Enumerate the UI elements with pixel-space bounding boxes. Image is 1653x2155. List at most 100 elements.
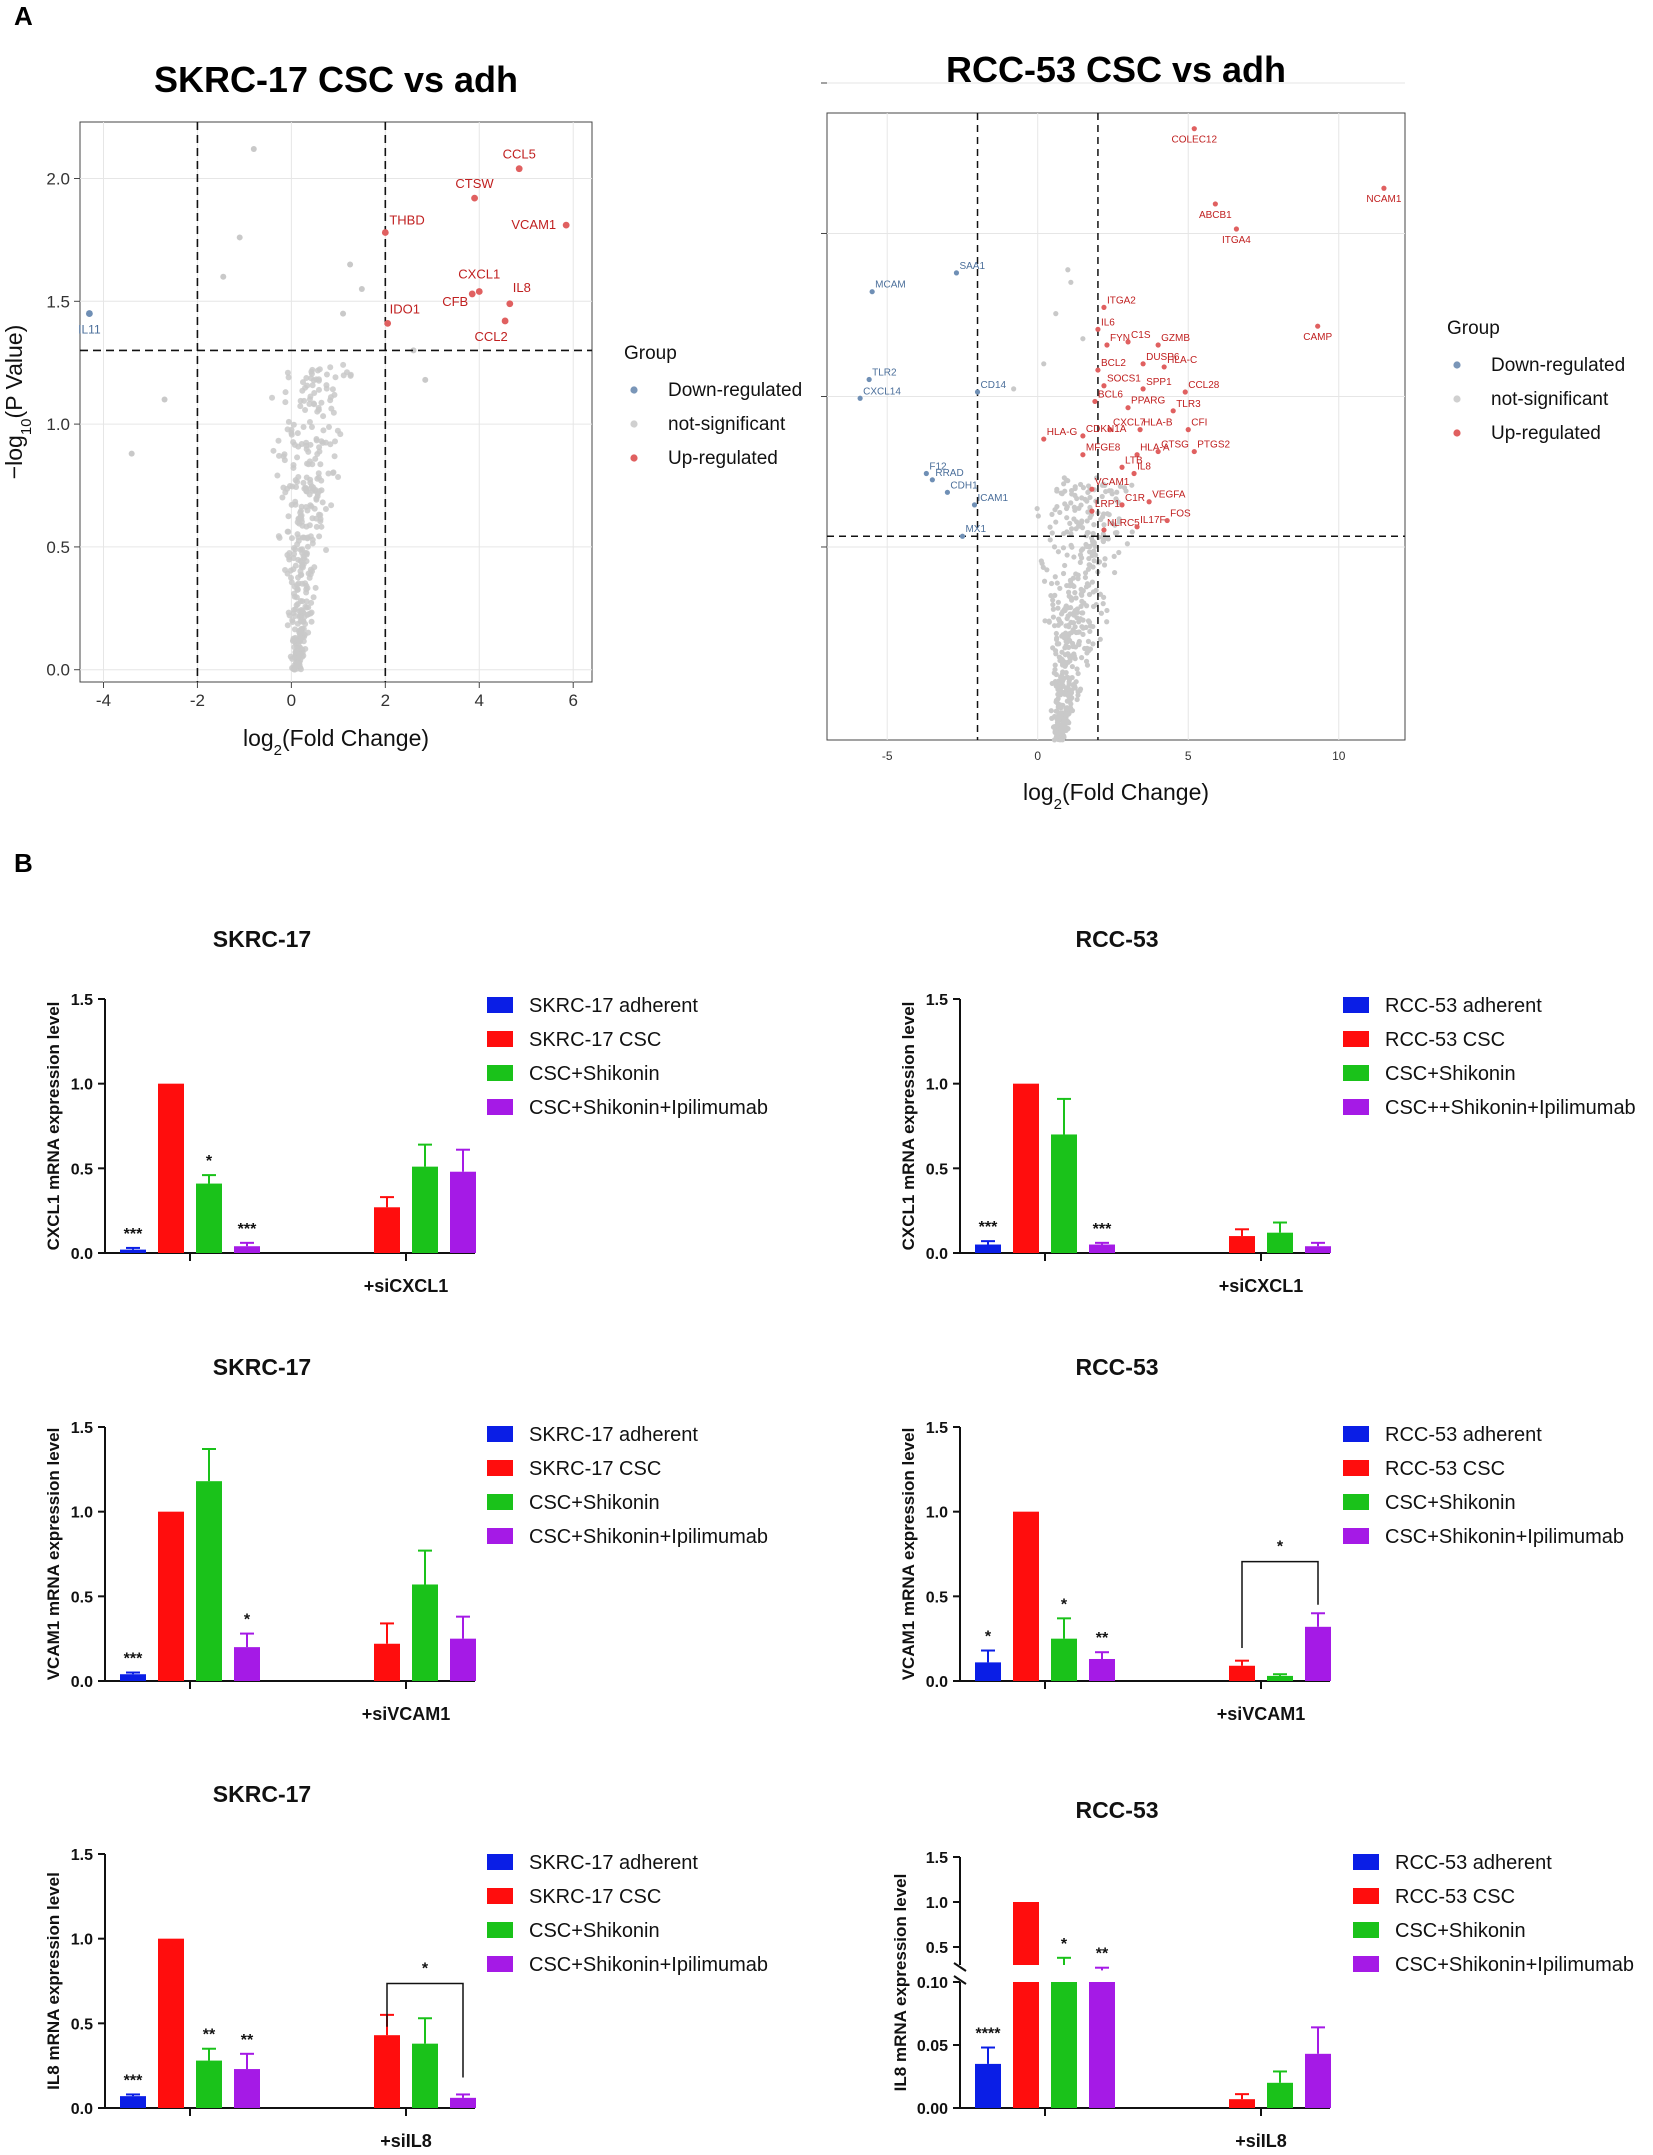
volcano-point	[290, 439, 297, 446]
volcano-point	[316, 448, 323, 455]
volcano-point	[1053, 630, 1059, 637]
gene-label: MX1	[965, 524, 986, 535]
volcano-point	[302, 621, 309, 628]
volcano-point	[297, 514, 304, 521]
volcano-point	[1058, 490, 1064, 496]
volcano-point-ctsw	[471, 194, 478, 202]
legend-swatch	[1353, 1922, 1379, 1938]
volcano-point	[330, 409, 337, 416]
volcano-point	[1080, 625, 1086, 631]
volcano-point	[1116, 516, 1122, 522]
volcano-point	[307, 485, 314, 492]
gene-label: ABCB1	[1199, 210, 1232, 221]
volcano-point-cd14	[974, 389, 981, 395]
volcano-point	[1097, 591, 1104, 597]
volcano-point	[1067, 604, 1074, 611]
y-tick-label: 0.5	[71, 1589, 93, 1606]
volcano-point	[1060, 669, 1066, 675]
volcano-point	[1069, 663, 1075, 670]
volcano-point	[1090, 564, 1096, 570]
volcano-point	[1079, 598, 1085, 604]
volcano-point	[311, 401, 318, 408]
volcano-point	[1062, 663, 1068, 669]
gene-label: CDKN1A	[1086, 424, 1127, 435]
bar	[1305, 2053, 1331, 2108]
y-tick-label: 1.5	[46, 292, 70, 311]
volcano-point	[286, 612, 293, 619]
volcano-point	[1050, 597, 1056, 603]
legend-swatch	[1353, 1956, 1379, 1972]
bracket-label: *	[1277, 1539, 1284, 1556]
volcano-point	[1129, 529, 1135, 535]
volcano-point	[1056, 683, 1062, 689]
x-tick-label: 5	[1185, 749, 1192, 763]
plot-frame	[79, 121, 593, 683]
volcano-point-c1s	[1125, 339, 1131, 345]
volcano-point	[1048, 592, 1054, 599]
volcano-point	[1085, 638, 1092, 644]
volcano-title: SKRC-17 CSC vs adh	[154, 59, 518, 100]
legend-label: Down-regulated	[1491, 355, 1625, 376]
volcano-point	[1059, 737, 1066, 743]
volcano-point-il8	[506, 300, 514, 308]
volcano-point-hla-c	[1161, 364, 1167, 370]
gene-label: FYN	[1110, 333, 1130, 344]
volcano-point	[311, 390, 318, 397]
volcano-point	[303, 446, 310, 453]
volcano-point	[297, 403, 304, 410]
legend-swatch	[487, 1494, 513, 1510]
volcano-point	[329, 386, 336, 393]
significance-label: *	[244, 1612, 251, 1629]
volcano-point	[323, 382, 330, 389]
volcano-point	[1046, 619, 1052, 625]
volcano-point	[1052, 507, 1058, 513]
volcano-point	[290, 464, 297, 471]
gene-label: ICAM1	[978, 493, 1009, 504]
significance-label: *	[206, 1153, 213, 1170]
volcano-point-cxcl14	[857, 395, 863, 401]
volcano-point	[1070, 620, 1077, 626]
volcano-point	[286, 482, 293, 489]
volcano-point	[316, 511, 323, 518]
volcano-point	[1084, 581, 1091, 587]
volcano-point	[340, 361, 347, 368]
volcano-point	[1053, 519, 1059, 525]
volcano-point	[295, 574, 302, 581]
volcano-point	[334, 427, 341, 434]
volcano-title: RCC-53 CSC vs adh	[946, 49, 1286, 90]
volcano-point	[309, 382, 316, 389]
legend-label: SKRC-17 CSC	[529, 1029, 661, 1051]
gene-label: NCAM1	[1366, 194, 1401, 205]
volcano-point-mfge8	[1080, 452, 1086, 458]
volcano-point-cfb	[468, 290, 476, 298]
legend-marker	[1453, 429, 1461, 437]
volcano-point	[1035, 513, 1041, 519]
bar	[158, 1938, 184, 2108]
significance-label: **	[241, 2032, 254, 2049]
y-tick-label: 1.0	[71, 1505, 93, 1522]
legend-label: SKRC-17 adherent	[529, 1852, 698, 1874]
volcano-point	[1103, 488, 1109, 495]
volcano-point	[1085, 483, 1092, 489]
volcano-point	[1051, 723, 1058, 730]
volcano-point	[1069, 674, 1075, 681]
volcano-point	[313, 437, 320, 444]
volcano-point	[1084, 650, 1090, 656]
volcano-point	[1058, 620, 1064, 626]
volcano-point	[1091, 540, 1097, 546]
volcano-point	[1060, 545, 1067, 551]
significance-label: ****	[976, 2026, 1002, 2043]
volcano-point	[281, 457, 288, 464]
legend-marker	[630, 386, 638, 394]
gene-label: CFI	[1191, 418, 1207, 429]
volcano-point	[296, 637, 303, 644]
volcano-point	[1065, 478, 1071, 484]
volcano-point	[1068, 580, 1074, 587]
gene-label: SPP1	[1146, 377, 1172, 388]
volcano-point	[330, 469, 337, 476]
volcano-point	[1050, 614, 1057, 620]
gene-label: HLA-B	[1143, 418, 1173, 429]
subscript: 10	[18, 418, 35, 435]
volcano-point	[1086, 619, 1093, 625]
gene-label: SOCS1	[1107, 374, 1141, 385]
